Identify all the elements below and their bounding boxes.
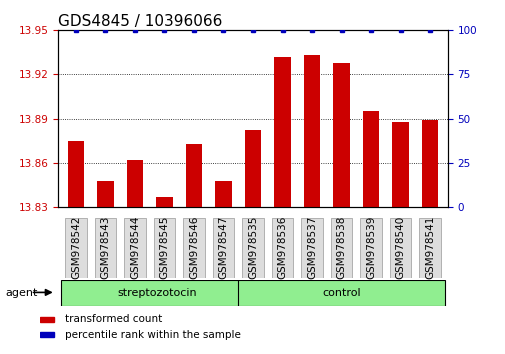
Bar (215, 181, 231, 207)
Text: GSM978547: GSM978547 (218, 216, 228, 280)
Bar (244, 130, 261, 207)
Bar (127, 160, 143, 207)
Text: agent: agent (5, 288, 37, 298)
Bar (392, 121, 408, 207)
Bar (156, 197, 172, 207)
FancyBboxPatch shape (271, 218, 292, 278)
Text: streptozotocin: streptozotocin (117, 288, 196, 298)
Bar (274, 57, 290, 207)
Text: GSM978538: GSM978538 (336, 216, 346, 280)
FancyBboxPatch shape (124, 218, 145, 278)
Text: control: control (322, 288, 360, 298)
Text: percentile rank within the sample: percentile rank within the sample (65, 330, 240, 339)
Text: GSM978543: GSM978543 (100, 216, 110, 280)
Text: GSM978540: GSM978540 (395, 216, 405, 279)
Bar (68, 141, 84, 207)
FancyBboxPatch shape (154, 218, 175, 278)
FancyBboxPatch shape (360, 218, 381, 278)
FancyBboxPatch shape (389, 218, 411, 278)
Text: GSM978541: GSM978541 (424, 216, 434, 280)
FancyBboxPatch shape (419, 218, 440, 278)
Bar (333, 63, 349, 207)
FancyBboxPatch shape (65, 218, 86, 278)
FancyBboxPatch shape (242, 218, 263, 278)
Text: GSM978546: GSM978546 (188, 216, 198, 280)
Bar (185, 144, 201, 207)
Text: GSM978545: GSM978545 (159, 216, 169, 280)
Text: GSM978537: GSM978537 (307, 216, 317, 280)
Text: GSM978536: GSM978536 (277, 216, 287, 280)
FancyBboxPatch shape (301, 218, 322, 278)
Bar (40, 332, 54, 337)
Text: GDS4845 / 10396066: GDS4845 / 10396066 (58, 14, 222, 29)
FancyBboxPatch shape (183, 218, 204, 278)
Text: GSM978535: GSM978535 (247, 216, 258, 280)
FancyBboxPatch shape (61, 280, 444, 306)
Text: GSM978544: GSM978544 (130, 216, 140, 280)
Text: GSM978539: GSM978539 (365, 216, 375, 280)
Text: transformed count: transformed count (65, 314, 162, 325)
FancyBboxPatch shape (94, 218, 116, 278)
FancyBboxPatch shape (330, 218, 351, 278)
Bar (97, 181, 113, 207)
Text: GSM978542: GSM978542 (71, 216, 81, 280)
Bar (362, 111, 378, 207)
Bar (421, 120, 437, 207)
Bar (40, 317, 54, 322)
FancyBboxPatch shape (213, 218, 234, 278)
Bar (304, 55, 320, 207)
